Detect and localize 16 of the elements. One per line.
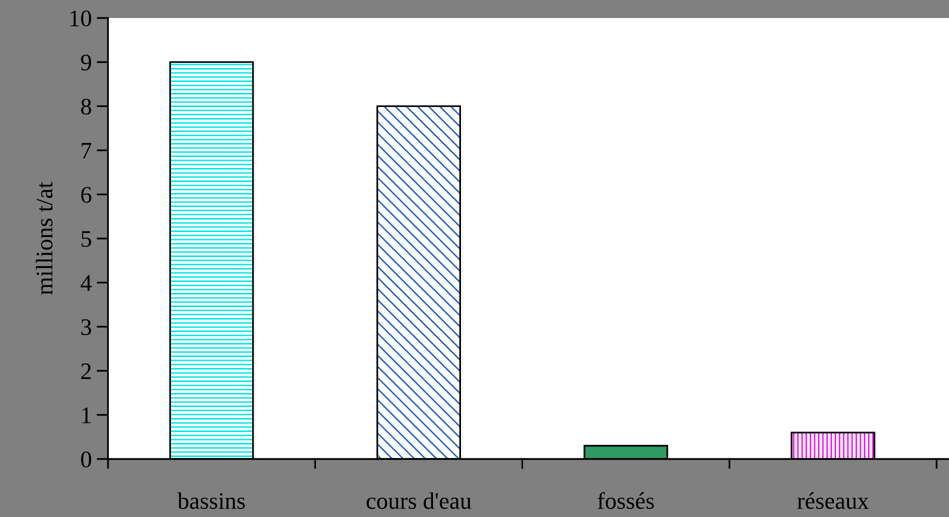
y-tick-label: 0 [81, 451, 92, 468]
x-tick-label: cours d'eau [366, 492, 472, 509]
x-tick-label: fossés [598, 492, 654, 509]
x-tick-label: réseaux [797, 492, 869, 509]
y-axis-title: millions t/at [36, 182, 53, 295]
x-tick-label: bassins [177, 492, 245, 509]
y-tick-label: 3 [81, 319, 92, 336]
y-tick-label: 8 [81, 98, 92, 115]
y-tick-label: 1 [82, 408, 91, 424]
y-tick-label: 4 [80, 275, 92, 291]
y-tick-label: 10 [70, 10, 92, 26]
y-tick-label: 6 [81, 186, 92, 203]
y-tick-label: 9 [80, 54, 92, 71]
y-tick-label: 7 [82, 143, 92, 158]
y-tick-label: 5 [82, 231, 92, 247]
y-tick-label: 2 [81, 363, 91, 379]
